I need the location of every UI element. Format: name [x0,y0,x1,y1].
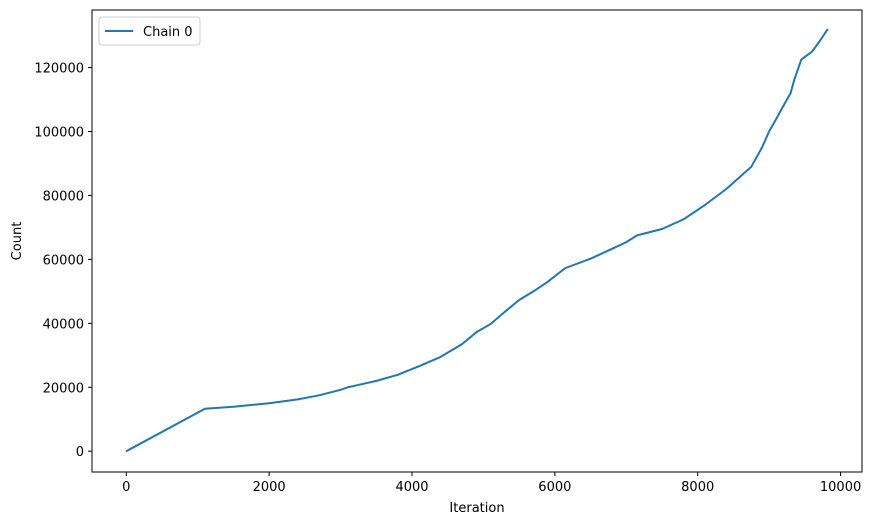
data-point [489,323,492,325]
y-axis-ticks: 0 20000 40000 60000 80000 100000 120000 [34,62,92,460]
data-point [532,290,535,292]
data-point [418,365,420,367]
y-tick-label: 120000 [34,62,84,77]
data-point [125,450,127,452]
y-tick-label: 40000 [43,317,84,332]
y-axis-label: Count [10,222,25,261]
data-point [827,28,829,30]
data-point [268,402,270,404]
data-point [800,58,802,61]
x-axis-ticks: 0 2000 4000 6000 8000 10000 [122,472,861,495]
data-point [318,394,320,396]
data-point [625,241,627,243]
data-point [782,105,785,107]
data-point [636,234,638,237]
data-point [793,79,795,81]
x-tick-label: 0 [122,480,130,495]
data-point [682,218,685,221]
data-point [811,50,813,53]
data-point [397,374,399,376]
data-point [375,380,377,382]
y-tick-label: 20000 [43,381,84,396]
data-point [611,248,613,250]
data-point [504,311,506,313]
x-axis-label: Iteration [449,501,504,516]
data-point [750,166,752,168]
plot-area-frame [91,9,863,473]
x-tick-label: 10000 [820,480,861,495]
data-point [761,146,763,149]
data-point [564,267,567,269]
x-tick-label: 8000 [681,480,714,495]
data-point [339,389,342,391]
data-point [347,386,349,388]
data-point [768,130,770,133]
data-point [589,258,592,260]
data-point [475,331,477,333]
x-tick-label: 6000 [538,480,571,495]
data-point [818,41,820,43]
data-point [204,408,206,410]
y-tick-label: 80000 [43,189,84,204]
data-point [232,406,235,408]
x-tick-label: 4000 [395,480,428,495]
legend: Chain 0 [98,16,201,46]
data-point [704,204,706,206]
data-point [297,398,299,401]
data-point [661,228,663,230]
legend-box [98,16,201,46]
y-tick-label: 60000 [43,253,84,268]
y-tick-label: 100000 [34,125,84,140]
series-layer [125,28,829,453]
data-point [561,269,563,272]
y-tick-label: 0 [76,445,84,460]
data-point [547,281,549,283]
data-point [775,118,777,120]
legend-label-chain-0: Chain 0 [143,25,193,40]
x-tick-label: 2000 [253,480,286,495]
data-point [725,188,727,190]
data-point [739,175,742,177]
data-point [439,356,442,358]
data-point [789,92,792,94]
data-point [461,343,463,345]
data-point [518,299,520,301]
series-line-chain-0 [125,28,829,453]
